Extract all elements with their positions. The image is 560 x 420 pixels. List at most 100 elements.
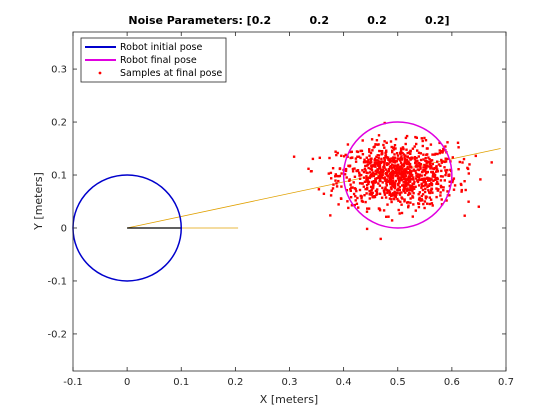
- sample-point: [372, 180, 375, 184]
- sample-point: [436, 160, 439, 163]
- sample-point: [394, 137, 398, 141]
- sample-point: [417, 151, 421, 154]
- sample-point: [413, 156, 417, 159]
- sample-point: [356, 150, 360, 154]
- sample-point: [413, 158, 417, 161]
- sample-point: [334, 179, 337, 182]
- sample-point: [346, 155, 349, 158]
- sample-point: [433, 173, 437, 177]
- sample-point: [363, 194, 366, 197]
- sample-point: [361, 139, 364, 142]
- sample-point: [413, 187, 416, 190]
- sample-point: [414, 169, 417, 173]
- sample-point: [428, 165, 431, 168]
- sample-point: [445, 199, 448, 202]
- sample-point: [463, 180, 466, 183]
- sample-point: [412, 203, 415, 206]
- sample-point: [440, 198, 443, 201]
- sample-point: [403, 172, 407, 175]
- sample-point: [414, 172, 418, 175]
- sample-point: [391, 174, 394, 177]
- sample-point: [405, 189, 409, 192]
- sample-point: [366, 207, 369, 210]
- sample-point: [425, 195, 428, 199]
- sample-point: [422, 202, 425, 206]
- sample-point: [401, 163, 404, 166]
- sample-point: [406, 187, 409, 190]
- sample-point: [410, 170, 413, 173]
- sample-point: [408, 184, 411, 187]
- sample-point: [416, 149, 419, 152]
- sample-point: [387, 180, 390, 183]
- sample-point: [430, 164, 433, 167]
- sample-point: [377, 156, 380, 160]
- sample-point: [427, 189, 430, 192]
- sample-point: [440, 203, 444, 206]
- sample-point: [368, 192, 371, 196]
- sample-point: [408, 176, 412, 179]
- sample-point: [354, 199, 357, 202]
- sample-point: [395, 160, 398, 163]
- sample-point: [382, 165, 385, 169]
- sample-point: [390, 181, 394, 184]
- sample-point: [442, 186, 445, 189]
- sample-point: [354, 160, 358, 163]
- sample-point: [444, 145, 447, 148]
- sample-point: [421, 193, 425, 196]
- sample-point: [402, 188, 405, 191]
- sample-point: [431, 175, 434, 178]
- sample-point: [345, 189, 349, 192]
- sample-point: [419, 167, 422, 170]
- sample-point: [433, 175, 437, 178]
- sample-point: [416, 173, 419, 176]
- sample-point: [445, 171, 448, 174]
- sample-point: [424, 164, 427, 168]
- sample-point: [419, 152, 422, 155]
- sample-point: [356, 169, 360, 172]
- sample-point: [398, 159, 402, 162]
- sample-point: [402, 153, 406, 156]
- sample-point: [351, 186, 354, 189]
- sample-point: [412, 176, 415, 179]
- sample-point: [350, 186, 353, 189]
- y-tick-label: 0.2: [51, 118, 67, 129]
- sample-point: [355, 202, 359, 205]
- sample-point: [460, 188, 463, 192]
- sample-point: [378, 192, 382, 195]
- sample-point: [387, 169, 390, 172]
- sample-point: [414, 185, 417, 188]
- sample-point: [385, 215, 388, 218]
- sample-point: [371, 172, 374, 176]
- sample-point: [363, 180, 367, 183]
- sample-point: [368, 150, 371, 153]
- sample-point: [403, 200, 406, 203]
- sample-point: [354, 195, 357, 198]
- sample-point: [430, 182, 434, 186]
- sample-point: [429, 198, 433, 201]
- sample-point: [368, 171, 372, 174]
- sample-point: [451, 179, 455, 182]
- sample-point: [369, 185, 373, 189]
- sample-point: [417, 198, 421, 201]
- sample-point: [438, 151, 441, 155]
- sample-point: [448, 173, 451, 176]
- sample-point: [385, 188, 389, 192]
- sample-point: [330, 189, 333, 192]
- sample-point: [388, 181, 392, 185]
- sample-point: [371, 187, 374, 190]
- sample-point: [311, 157, 315, 161]
- sample-point: [379, 176, 382, 179]
- sample-point: [390, 219, 394, 222]
- sample-point: [453, 184, 457, 187]
- sample-point: [411, 147, 415, 150]
- sample-point: [479, 178, 482, 181]
- sample-point: [436, 168, 439, 171]
- sample-point: [377, 176, 380, 179]
- x-tick-label: 0.6: [444, 377, 460, 388]
- sample-point: [385, 156, 388, 159]
- sample-point: [377, 164, 380, 167]
- sample-point: [374, 179, 377, 182]
- sample-point: [317, 188, 321, 191]
- sample-point: [401, 172, 405, 176]
- sample-point: [398, 193, 402, 196]
